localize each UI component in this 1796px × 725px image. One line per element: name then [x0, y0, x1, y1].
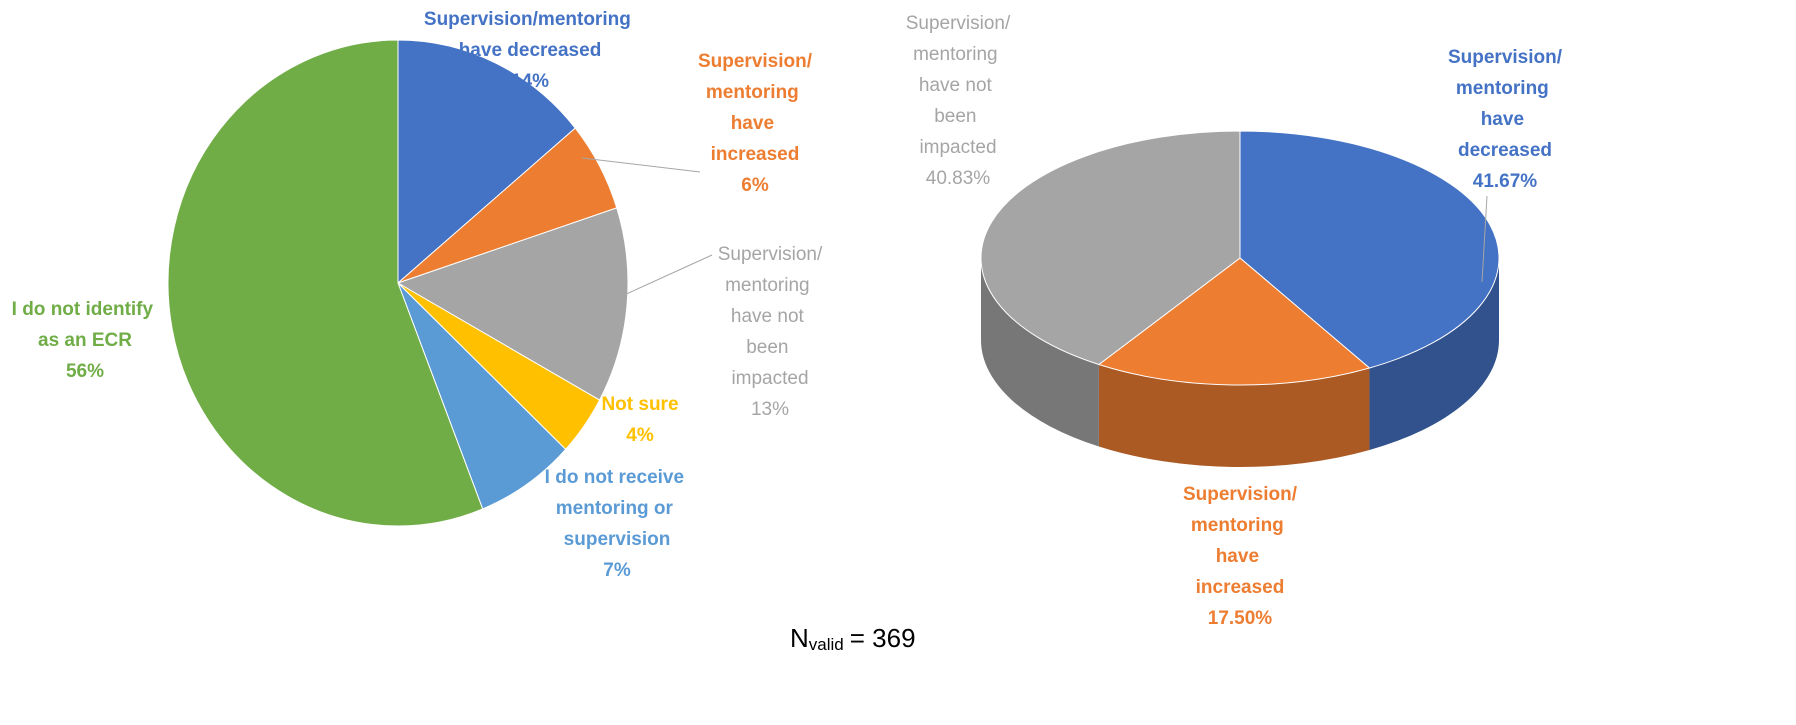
value-label: 6% [741, 175, 769, 196]
value-label: 56% [66, 361, 104, 382]
label-line: impacted [919, 137, 996, 158]
label-line: increased [1196, 577, 1285, 598]
label-line: Supervision/ [718, 244, 823, 265]
label-line: mentoring [1456, 78, 1554, 99]
label-line: decreased [1458, 140, 1552, 161]
label-line: I do not receive [545, 467, 690, 488]
pie-slice [397, 282, 567, 510]
label-line: have decreased [459, 40, 602, 61]
label-line: mentoring [1191, 515, 1289, 536]
slice-label: I do not identify as an ECR [12, 299, 159, 351]
leader-line [1481, 195, 1488, 283]
pie-side [981, 258, 1099, 447]
value-label: 13% [751, 399, 789, 420]
label-line: have [731, 113, 780, 134]
pie-slice [396, 207, 629, 401]
label-line: have [1481, 109, 1530, 130]
label-line: I do not identify [12, 299, 159, 320]
label-line: mentoring [725, 275, 815, 296]
pie-side [1369, 258, 1499, 450]
value-label: 40.83% [926, 168, 991, 189]
slice-label: Supervision/mentoring have decreased [1448, 47, 1563, 161]
footnote-subscript: valid [809, 635, 844, 654]
footnote: Nvalid = 369 [790, 623, 916, 655]
label-line: Supervision/mentoring [424, 9, 636, 30]
label-line: mentoring [913, 44, 1003, 65]
pie-slice [1097, 257, 1371, 386]
pie-slice [167, 39, 484, 527]
pie-slice [397, 39, 576, 285]
slice-label: Supervision/mentoring have increased [1183, 484, 1298, 598]
value-label: 4% [626, 425, 654, 446]
value-label: 7% [603, 560, 631, 581]
label-line: as an ECR [38, 330, 132, 351]
slice-label: Not sure [601, 394, 678, 415]
slice-label: Supervision/mentoring have increased [698, 51, 813, 165]
slice-label: Supervision/mentoring have decreased [424, 9, 636, 61]
pie-slice [980, 130, 1241, 366]
slice-label: I do not receive mentoring or supervisio… [545, 467, 690, 550]
label-line: Supervision/ [1448, 47, 1563, 68]
value-label: 41.67% [1473, 171, 1538, 192]
label-line: Supervision/ [1183, 484, 1298, 505]
value-label: 17.50% [1208, 608, 1273, 629]
footnote-main: N [790, 623, 809, 653]
leader-line [621, 254, 713, 297]
pie-slice [1239, 130, 1500, 369]
label-line: impacted [731, 368, 808, 389]
label-line: mentoring or [556, 498, 678, 519]
label-line: mentoring [706, 82, 804, 103]
label-line: Supervision/ [698, 51, 813, 72]
label-line: supervision [564, 529, 671, 550]
pie-side [1098, 364, 1370, 467]
leader-line [581, 157, 701, 173]
label-line: have [1216, 546, 1265, 567]
label-line: been [746, 337, 794, 358]
label-line: Supervision/ [906, 13, 1011, 34]
label-line: increased [711, 144, 800, 165]
footnote-rest: = 369 [850, 623, 916, 653]
label-line: Not sure [601, 394, 678, 415]
slice-label: Supervision/mentoring have not been impa… [718, 244, 823, 389]
label-line: have not [919, 75, 997, 96]
slice-label: Supervision/mentoring have not been impa… [906, 13, 1011, 158]
value-label: 14% [511, 71, 549, 92]
label-line: have not [731, 306, 809, 327]
label-line: been [934, 106, 982, 127]
